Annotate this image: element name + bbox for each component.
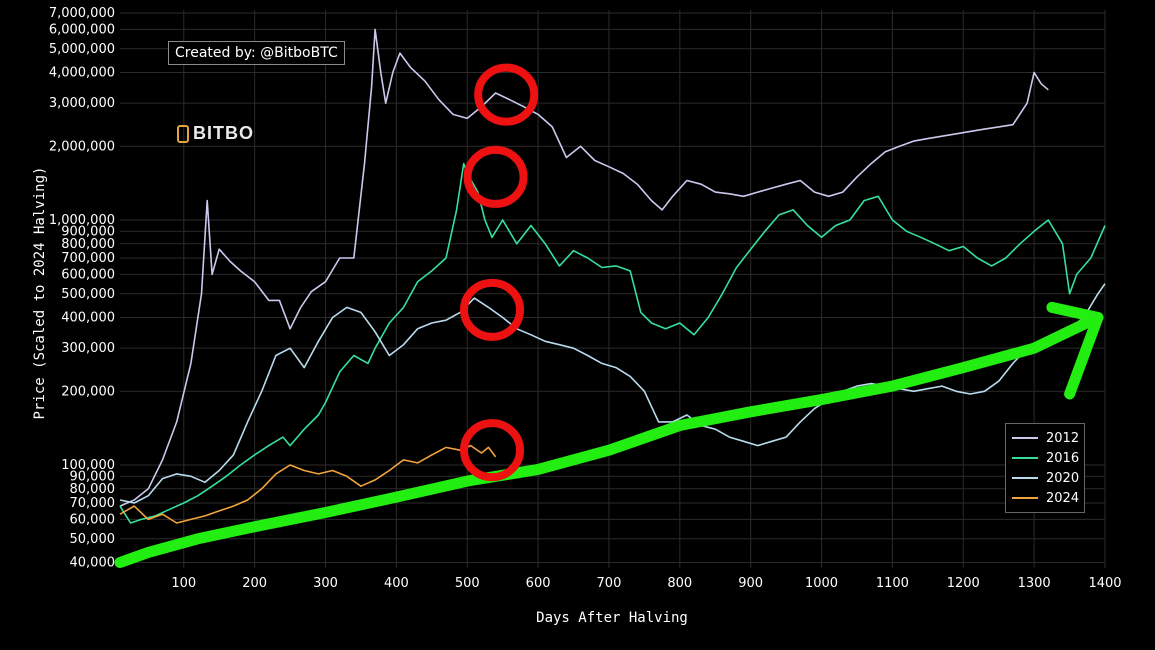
legend-item-2020[interactable]: 2020	[1006, 468, 1084, 488]
highlight-circle	[460, 278, 525, 341]
x-tick-label: 800	[667, 576, 692, 591]
x-tick-label: 1200	[947, 576, 980, 591]
legend-item-2024[interactable]: 2024	[1006, 488, 1084, 508]
x-tick-label: 600	[526, 576, 551, 591]
legend-item-2012[interactable]: 2012	[1006, 428, 1084, 448]
x-tick-label: 300	[313, 576, 338, 591]
x-tick-label: 1400	[1088, 576, 1121, 591]
y-tick-label: 3,000,000	[49, 96, 115, 111]
y-tick-label: 4,000,000	[49, 66, 115, 81]
legend-swatch-2012	[1012, 437, 1038, 439]
highlight-circle	[474, 63, 539, 126]
x-tick-label: 1300	[1018, 576, 1051, 591]
series-lines	[119, 28, 1106, 524]
y-tick-label: 800,000	[61, 237, 115, 252]
highlight-circle	[463, 145, 528, 208]
legend-item-2016[interactable]: 2016	[1006, 448, 1084, 468]
bitbo-logo-icon	[177, 124, 189, 143]
series-line-2024	[119, 444, 497, 524]
trend-arrow-line	[114, 312, 1104, 568]
series-line-2012	[119, 28, 1049, 507]
x-tick-label: 900	[738, 576, 763, 591]
y-tick-label: 600,000	[61, 267, 115, 282]
y-tick-label: 60,000	[70, 512, 116, 527]
highlight-circle	[460, 419, 525, 482]
y-tick-label: 1,000,000	[49, 213, 115, 228]
y-tick-label: 7,000,000	[49, 6, 115, 21]
bitbo-logo: BITBO	[177, 123, 254, 144]
legend-label-2020: 2020	[1046, 470, 1080, 486]
trend-arrow-head	[1046, 301, 1104, 400]
y-tick-label: 900,000	[61, 224, 115, 239]
x-tick-label: 100	[171, 576, 196, 591]
y-tick-label: 400,000	[61, 311, 115, 326]
credit-label: Created by: @BitboBTC	[168, 41, 345, 65]
legend-label-2024: 2024	[1046, 490, 1080, 506]
grid	[120, 10, 1106, 568]
legend-swatch-2024	[1012, 497, 1038, 499]
y-axis-ticks: 40,000 50,000 60,00070,00080,00090,000100,…	[49, 6, 115, 571]
annotations	[114, 63, 1104, 568]
y-tick-label: 6,000,000	[49, 22, 115, 37]
y-tick-label: 90,000	[70, 469, 116, 484]
legend-swatch-2016	[1012, 457, 1038, 459]
y-tick-label: 5,000,000	[49, 42, 115, 57]
legend-label-2016: 2016	[1046, 450, 1080, 466]
y-tick-label: 2,000,000	[49, 139, 115, 154]
series-line-2020	[119, 283, 1106, 504]
x-tick-label: 1000	[805, 576, 838, 591]
x-axis-ticks: 100 200 300 400 500 600 700 800 900 1000 1100 1200 1…	[171, 576, 1121, 591]
x-tick-label: 500	[455, 576, 480, 591]
y-tick-label: 50,000	[70, 532, 116, 547]
y-tick-label: 700,000	[61, 251, 115, 266]
series-line-2016	[119, 162, 1106, 524]
x-axis-title: Days After Halving	[536, 610, 688, 626]
y-tick-label: 40,000	[70, 556, 116, 571]
y-axis-title: Price (Scaled to 2024 Halving)	[32, 167, 48, 420]
x-tick-label: 700	[597, 576, 622, 591]
y-tick-label: 300,000	[61, 341, 115, 356]
bitbo-logo-text: BITBO	[193, 123, 254, 143]
y-tick-label: 80,000	[70, 482, 116, 497]
x-tick-label: 400	[384, 576, 409, 591]
y-tick-label: 100,000	[61, 458, 115, 473]
y-tick-label: 200,000	[61, 384, 115, 399]
y-tick-label: 500,000	[61, 287, 115, 302]
x-tick-label: 1100	[876, 576, 909, 591]
legend-label-2012: 2012	[1046, 430, 1080, 446]
legend: 2012 2016 2020 2024	[1005, 423, 1085, 513]
x-tick-label: 200	[242, 576, 267, 591]
y-tick-label: 70,000	[70, 496, 116, 511]
legend-swatch-2020	[1012, 477, 1038, 479]
